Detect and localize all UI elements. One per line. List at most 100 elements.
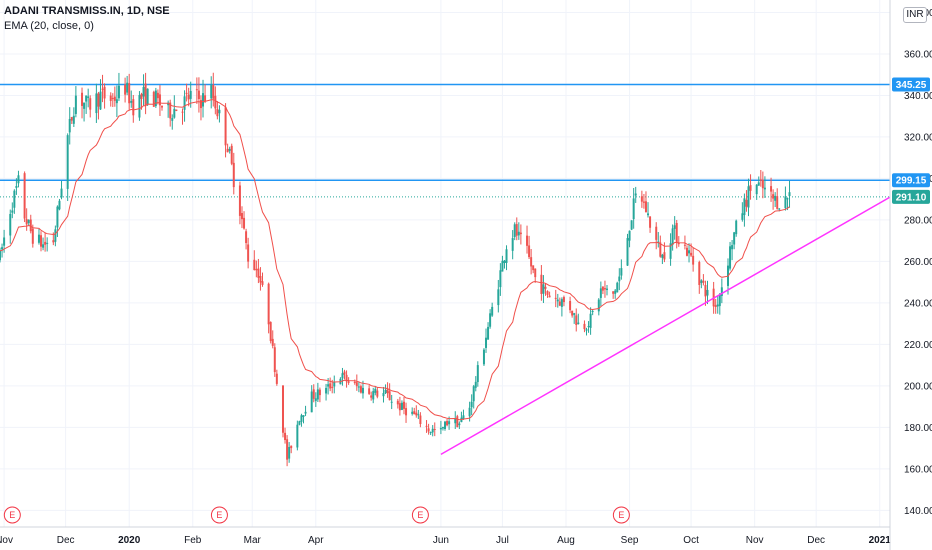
candle-body (532, 265, 535, 271)
candle-body (606, 288, 609, 290)
candle-body (158, 94, 161, 106)
candle-body (58, 200, 61, 210)
candle-body (620, 268, 623, 276)
candle-body (103, 86, 106, 99)
candle-body (542, 284, 545, 294)
candle-body (325, 387, 328, 394)
candle-body (759, 179, 762, 181)
candle-body (786, 198, 789, 200)
x-tick-label: Dec (57, 535, 75, 546)
candle-body (677, 242, 680, 245)
candle-body (729, 246, 732, 269)
candle-body (331, 386, 334, 388)
candle-body (345, 374, 348, 382)
candle-body (470, 401, 473, 408)
candle-body (66, 135, 69, 189)
candle-body (247, 244, 250, 262)
candle-body (749, 185, 752, 191)
candle-body (140, 93, 143, 99)
candle-body (431, 428, 434, 433)
candle-body (238, 185, 241, 216)
candle-body (95, 93, 98, 114)
candle-body (569, 301, 572, 311)
candle-body (257, 268, 260, 278)
candle-body (31, 228, 34, 244)
candle-body (735, 220, 738, 235)
earnings-marker (3, 506, 21, 524)
candle-body (439, 428, 442, 430)
candle-body (240, 213, 243, 220)
candle-body (372, 391, 375, 400)
candle-body (757, 182, 760, 186)
price-tag-box (892, 77, 930, 92)
currency-button[interactable]: INR (903, 7, 927, 23)
trendline-layer[interactable] (440, 196, 891, 456)
x-tick-label: Nov (746, 535, 764, 546)
candle-body (491, 306, 494, 316)
candle-body (113, 96, 116, 101)
candle-body (355, 382, 358, 387)
candle-body (128, 83, 131, 104)
candle-body (245, 231, 248, 244)
candle-body (770, 186, 773, 192)
candle-body (474, 381, 477, 388)
candle-body (554, 297, 557, 299)
candle-body (685, 247, 688, 256)
candle-body (271, 338, 274, 346)
candle-body (46, 242, 49, 244)
x-tick-label: Jul (496, 535, 509, 546)
candle-body (370, 395, 373, 398)
x-tick-label: Apr (308, 535, 324, 546)
candle-body (224, 107, 227, 146)
candle-body (81, 92, 84, 106)
candle-body (400, 402, 403, 410)
candle-body (1, 247, 4, 250)
candle-body (183, 96, 186, 110)
symbol-title[interactable]: ADANI TRANSMISS.IN, 1D, NSE (4, 5, 170, 17)
candle-body (40, 235, 43, 247)
candle-body (169, 102, 172, 119)
candle-body (232, 162, 235, 188)
chart-legend: ADANI TRANSMISS.IN, 1D, NSE EMA (20, clo… (4, 4, 170, 34)
candle-body (386, 389, 389, 394)
candle-body (87, 96, 90, 98)
candle-body (663, 252, 666, 260)
candle-body (642, 201, 645, 203)
candle-body (267, 283, 270, 325)
candle-body (661, 254, 664, 258)
candle-body (499, 270, 502, 288)
candle-body (15, 186, 18, 188)
candle-body (124, 84, 127, 95)
candle-body (97, 93, 100, 107)
candle-body (747, 186, 750, 208)
candle-body (741, 213, 744, 220)
candle-body (530, 257, 533, 267)
x-tick-label: Aug (557, 535, 575, 546)
candle-body (755, 184, 758, 195)
candle-body (589, 313, 592, 328)
x-tick-label: Sep (621, 535, 639, 546)
earnings-marker (210, 506, 228, 524)
candle-body (83, 102, 86, 109)
candle-body (275, 373, 278, 384)
last-price-tag-text: 291.10 (896, 192, 927, 203)
candle-body (425, 425, 428, 427)
indicator-label[interactable]: EMA (20, close, 0) (4, 20, 94, 32)
candle-body (310, 391, 313, 413)
y-tick-label: 160.00 (904, 464, 932, 475)
candle-body (640, 196, 643, 202)
horizontal-lines[interactable] (0, 83, 890, 198)
earnings-marker-label: E (417, 510, 423, 520)
candle-body (333, 382, 336, 387)
candle-body (111, 98, 114, 100)
candle-body (716, 304, 719, 307)
candle-body (702, 280, 705, 283)
candle-body (669, 243, 672, 259)
candle-body (284, 432, 287, 441)
candle-body (673, 225, 676, 229)
earnings-marker-label: E (216, 510, 222, 520)
candle-body (197, 90, 200, 100)
